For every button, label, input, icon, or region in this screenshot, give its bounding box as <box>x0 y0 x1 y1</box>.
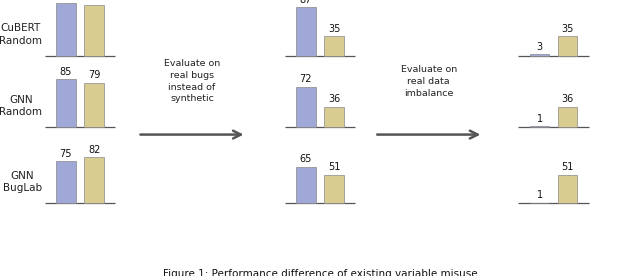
Text: 87: 87 <box>300 0 312 5</box>
Text: 65: 65 <box>300 154 312 164</box>
Bar <box>558 36 577 56</box>
Text: 1: 1 <box>536 190 543 200</box>
Text: 79: 79 <box>88 70 100 80</box>
Text: 3: 3 <box>536 42 543 52</box>
Text: 75: 75 <box>60 149 72 159</box>
Text: 36: 36 <box>561 94 574 104</box>
Text: 35: 35 <box>561 24 574 34</box>
Bar <box>84 157 104 203</box>
Text: Evaluate on
real bugs
instead of
synthetic: Evaluate on real bugs instead of synthet… <box>164 59 220 104</box>
Text: 82: 82 <box>88 145 100 155</box>
Bar <box>324 36 344 56</box>
Bar <box>84 5 104 56</box>
Bar <box>530 126 549 127</box>
Text: 51: 51 <box>328 162 340 172</box>
Bar <box>558 107 577 127</box>
Text: 94: 94 <box>60 0 72 1</box>
Bar <box>296 87 316 127</box>
Text: 36: 36 <box>328 94 340 104</box>
Text: GNN
Random: GNN Random <box>0 95 42 117</box>
Bar <box>296 167 316 203</box>
Bar <box>324 107 344 127</box>
Text: 1: 1 <box>536 114 543 124</box>
Text: CuBERT
Random: CuBERT Random <box>0 23 42 46</box>
Bar <box>56 79 76 127</box>
Bar <box>56 161 76 203</box>
Bar <box>84 83 104 127</box>
Bar <box>530 54 549 56</box>
Bar <box>558 175 577 203</box>
Text: GNN
BugLab: GNN BugLab <box>3 171 42 193</box>
Bar <box>324 175 344 203</box>
Text: 91: 91 <box>88 0 100 2</box>
Text: Figure 1: Performance difference of existing variable misuse: Figure 1: Performance difference of exis… <box>163 269 477 276</box>
Text: 72: 72 <box>300 74 312 84</box>
Bar <box>56 3 76 56</box>
Text: 35: 35 <box>328 24 340 34</box>
Bar <box>296 7 316 56</box>
Text: Evaluate on
real data
imbalance: Evaluate on real data imbalance <box>401 65 457 97</box>
Text: 51: 51 <box>561 162 574 172</box>
Text: 85: 85 <box>60 67 72 77</box>
